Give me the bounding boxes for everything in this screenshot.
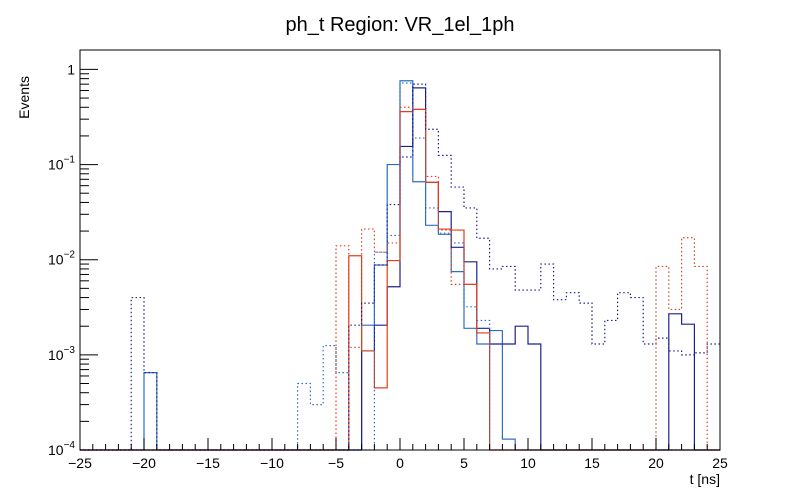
x-tick-label: −25 bbox=[68, 455, 92, 471]
y-tick-label: 10−3 bbox=[48, 345, 75, 363]
x-tick-label: −5 bbox=[328, 455, 344, 471]
x-tick-label: 10 bbox=[520, 455, 536, 471]
series-6 bbox=[80, 106, 720, 451]
x-tick-label: −10 bbox=[260, 455, 284, 471]
x-tick-label: −15 bbox=[196, 455, 220, 471]
y-axis-label: Events bbox=[16, 76, 32, 119]
axis-layer: −25 −20 −15 −10 −5 0 5 10 15 20 25 10−4 10−3 10−2 10−1… bbox=[48, 61, 728, 471]
series-5-outline bbox=[80, 83, 720, 451]
x-tick-label: 25 bbox=[712, 455, 728, 471]
y-tick-label: 1 bbox=[67, 61, 75, 77]
x-tick-label: −20 bbox=[132, 455, 156, 471]
chart-title: ph_t Region: VR_1el_1ph bbox=[285, 14, 514, 36]
y-tick-label: 10−2 bbox=[48, 250, 75, 268]
series-6-outline bbox=[80, 106, 720, 451]
x-tick-label: 5 bbox=[460, 455, 468, 471]
x-tick-label: 20 bbox=[648, 455, 664, 471]
x-tick-label: 15 bbox=[584, 455, 600, 471]
x-tick-label: 0 bbox=[396, 455, 404, 471]
y-tick-label: 10−1 bbox=[48, 155, 75, 173]
x-axis-label: t [ns] bbox=[690, 471, 720, 487]
y-tick-label: 10−4 bbox=[48, 440, 75, 458]
series-5 bbox=[80, 83, 720, 451]
plot-frame bbox=[79, 49, 721, 451]
